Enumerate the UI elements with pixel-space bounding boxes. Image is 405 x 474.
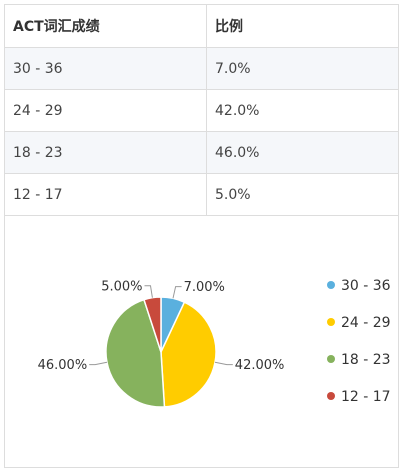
table-header-row: ACT词汇成绩 比例: [5, 5, 398, 48]
pie-slices: [105, 296, 217, 408]
row-ratio: 46.0%: [206, 131, 398, 174]
legend-item[interactable]: 18 - 23: [327, 352, 391, 368]
legend-swatch: [327, 281, 335, 289]
row-score: 18 - 23: [5, 131, 207, 174]
pie-leader-line: [89, 361, 108, 366]
pie-leader-line: [144, 285, 153, 298]
legend-item[interactable]: 12 - 17: [327, 389, 391, 405]
header-score: ACT词汇成绩: [5, 5, 207, 48]
pie-data-label: 5.00%: [101, 279, 142, 294]
legend-swatch: [327, 355, 335, 363]
row-score: 12 - 17: [5, 173, 207, 216]
row-score: 24 - 29: [5, 89, 207, 132]
legend-item[interactable]: 30 - 36: [327, 278, 391, 294]
row-ratio: 5.0%: [206, 173, 398, 216]
row-ratio: 42.0%: [206, 89, 398, 132]
pie-chart-area: 7.00% 42.00% 46.00% 5.00% 30 - 36 24 - 29 18 -…: [5, 225, 398, 467]
row-ratio: 7.0%: [206, 47, 398, 90]
legend-label: 30 - 36: [341, 278, 391, 294]
score-table: ACT词汇成绩 比例 30 - 36 7.0% 24 - 29 42.0% 18…: [5, 5, 398, 216]
chart-legend: 30 - 36 24 - 29 18 - 23 12 - 17: [327, 278, 391, 405]
table-row: 24 - 29 42.0%: [5, 89, 398, 132]
score-panel: ACT词汇成绩 比例 30 - 36 7.0% 24 - 29 42.0% 18…: [4, 4, 399, 468]
legend-item[interactable]: 24 - 29: [327, 315, 391, 331]
pie-data-label: 7.00%: [184, 280, 225, 295]
pie-labels: 7.00% 42.00% 46.00% 5.00%: [38, 279, 285, 373]
pie-leader-line: [172, 286, 182, 299]
pie-data-label: 46.00%: [38, 358, 88, 373]
legend-swatch: [327, 318, 335, 326]
legend-label: 12 - 17: [341, 389, 391, 405]
legend-swatch: [327, 392, 335, 400]
pie-chart: 7.00% 42.00% 46.00% 5.00% 30 - 36 24 - 29 18 -…: [38, 278, 391, 408]
table-row: 30 - 36 7.0%: [5, 47, 398, 90]
pie-data-label: 42.00%: [235, 358, 285, 373]
legend-label: 18 - 23: [341, 352, 391, 368]
legend-label: 24 - 29: [341, 315, 391, 331]
pie-leader-line: [214, 361, 233, 366]
row-score: 30 - 36: [5, 47, 207, 90]
header-ratio: 比例: [206, 5, 398, 48]
table-row: 12 - 17 5.0%: [5, 173, 398, 216]
table-row: 18 - 23 46.0%: [5, 131, 398, 174]
